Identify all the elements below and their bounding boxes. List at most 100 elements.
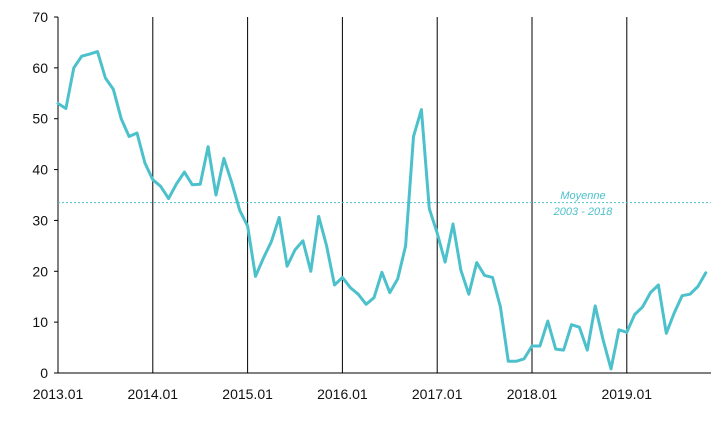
data-point [483, 274, 486, 277]
data-point [641, 305, 644, 309]
data-point [499, 305, 502, 309]
data-point [562, 348, 565, 352]
y-axis-ticks: 0 10 20 30 40 50 60 70 [32, 9, 58, 381]
data-point [372, 296, 376, 299]
x-tick-label: 2014.01 [127, 386, 178, 402]
data-point [633, 313, 636, 316]
data-point [167, 197, 170, 200]
data-point [657, 283, 660, 287]
data-point [609, 367, 613, 371]
data-point [104, 76, 107, 80]
data-point [112, 88, 115, 91]
data-point [594, 304, 597, 308]
data-point [680, 294, 684, 297]
y-tick-label: 50 [32, 111, 48, 127]
data-point [412, 135, 415, 138]
data-point [601, 338, 605, 342]
data-point [649, 291, 652, 294]
data-point [467, 292, 470, 296]
data-point [436, 231, 439, 235]
data-point [459, 269, 463, 272]
data-point [570, 323, 573, 326]
data-point [206, 145, 210, 148]
data-point [270, 240, 273, 243]
data-point [704, 271, 707, 275]
data-point [617, 328, 621, 331]
x-tick-label: 2018.01 [507, 386, 558, 402]
data-point [317, 215, 320, 218]
data-point [293, 248, 297, 252]
data-point [341, 276, 344, 279]
data-point [246, 224, 249, 228]
data-point [151, 178, 154, 181]
data-point [515, 360, 518, 363]
data-point [530, 344, 534, 348]
data-point [491, 276, 494, 279]
data-point [451, 222, 455, 226]
data-point [475, 261, 478, 264]
data-point [309, 270, 312, 273]
data-point [546, 319, 549, 323]
data-point [325, 244, 328, 248]
data-point [159, 185, 162, 188]
data-point [183, 170, 186, 174]
data-point [135, 131, 139, 135]
data-point [143, 161, 147, 165]
data-point [688, 292, 692, 296]
data-point [554, 347, 557, 351]
data-point [443, 260, 447, 264]
data-point [625, 331, 628, 334]
series-points [56, 50, 707, 371]
data-point [191, 183, 194, 187]
data-point [230, 181, 233, 184]
data-point [538, 344, 542, 348]
data-point [175, 182, 178, 186]
average-label: Moyenne [560, 190, 605, 202]
data-point [578, 326, 581, 329]
x-tick-label: 2015.01 [222, 386, 273, 402]
data-point [364, 303, 368, 306]
average-period-label: 2003 - 2018 [553, 206, 614, 218]
year-gridlines [152, 17, 628, 373]
x-tick-label: 2013.01 [33, 386, 84, 402]
x-axis-ticks: 2013.01 2014.01 2015.01 2016.01 2017.01 2018.… [33, 386, 653, 402]
x-tick-label: 2019.01 [601, 386, 652, 402]
data-point [64, 107, 68, 110]
y-tick-label: 60 [32, 60, 48, 76]
data-point [80, 54, 83, 58]
data-point [222, 157, 226, 160]
data-point [428, 207, 431, 210]
data-point [238, 209, 241, 212]
y-tick-label: 40 [32, 162, 48, 178]
y-tick-label: 0 [40, 365, 48, 381]
data-point [285, 265, 289, 268]
data-point [88, 52, 91, 56]
data-point [349, 286, 352, 289]
data-point [380, 271, 384, 274]
data-point [357, 292, 360, 296]
y-tick-label: 10 [32, 314, 48, 330]
data-point [404, 244, 407, 248]
data-point [301, 239, 305, 242]
data-point [96, 50, 99, 53]
x-tick-label: 2017.01 [412, 386, 463, 402]
data-point [507, 360, 510, 363]
data-point [586, 348, 589, 352]
data-point [199, 183, 202, 186]
data-point [420, 108, 423, 111]
x-tick-label: 2016.01 [317, 386, 368, 402]
data-point [72, 66, 76, 70]
y-tick-label: 30 [32, 212, 48, 228]
data-point [278, 216, 281, 219]
data-point [665, 332, 668, 335]
data-point [396, 277, 399, 281]
y-tick-label: 20 [32, 263, 48, 279]
data-point [254, 275, 257, 278]
data-point [333, 283, 336, 287]
data-point [127, 135, 131, 138]
data-point [214, 193, 218, 197]
y-tick-label: 70 [32, 9, 48, 25]
data-point [673, 311, 676, 315]
data-point [522, 357, 526, 360]
